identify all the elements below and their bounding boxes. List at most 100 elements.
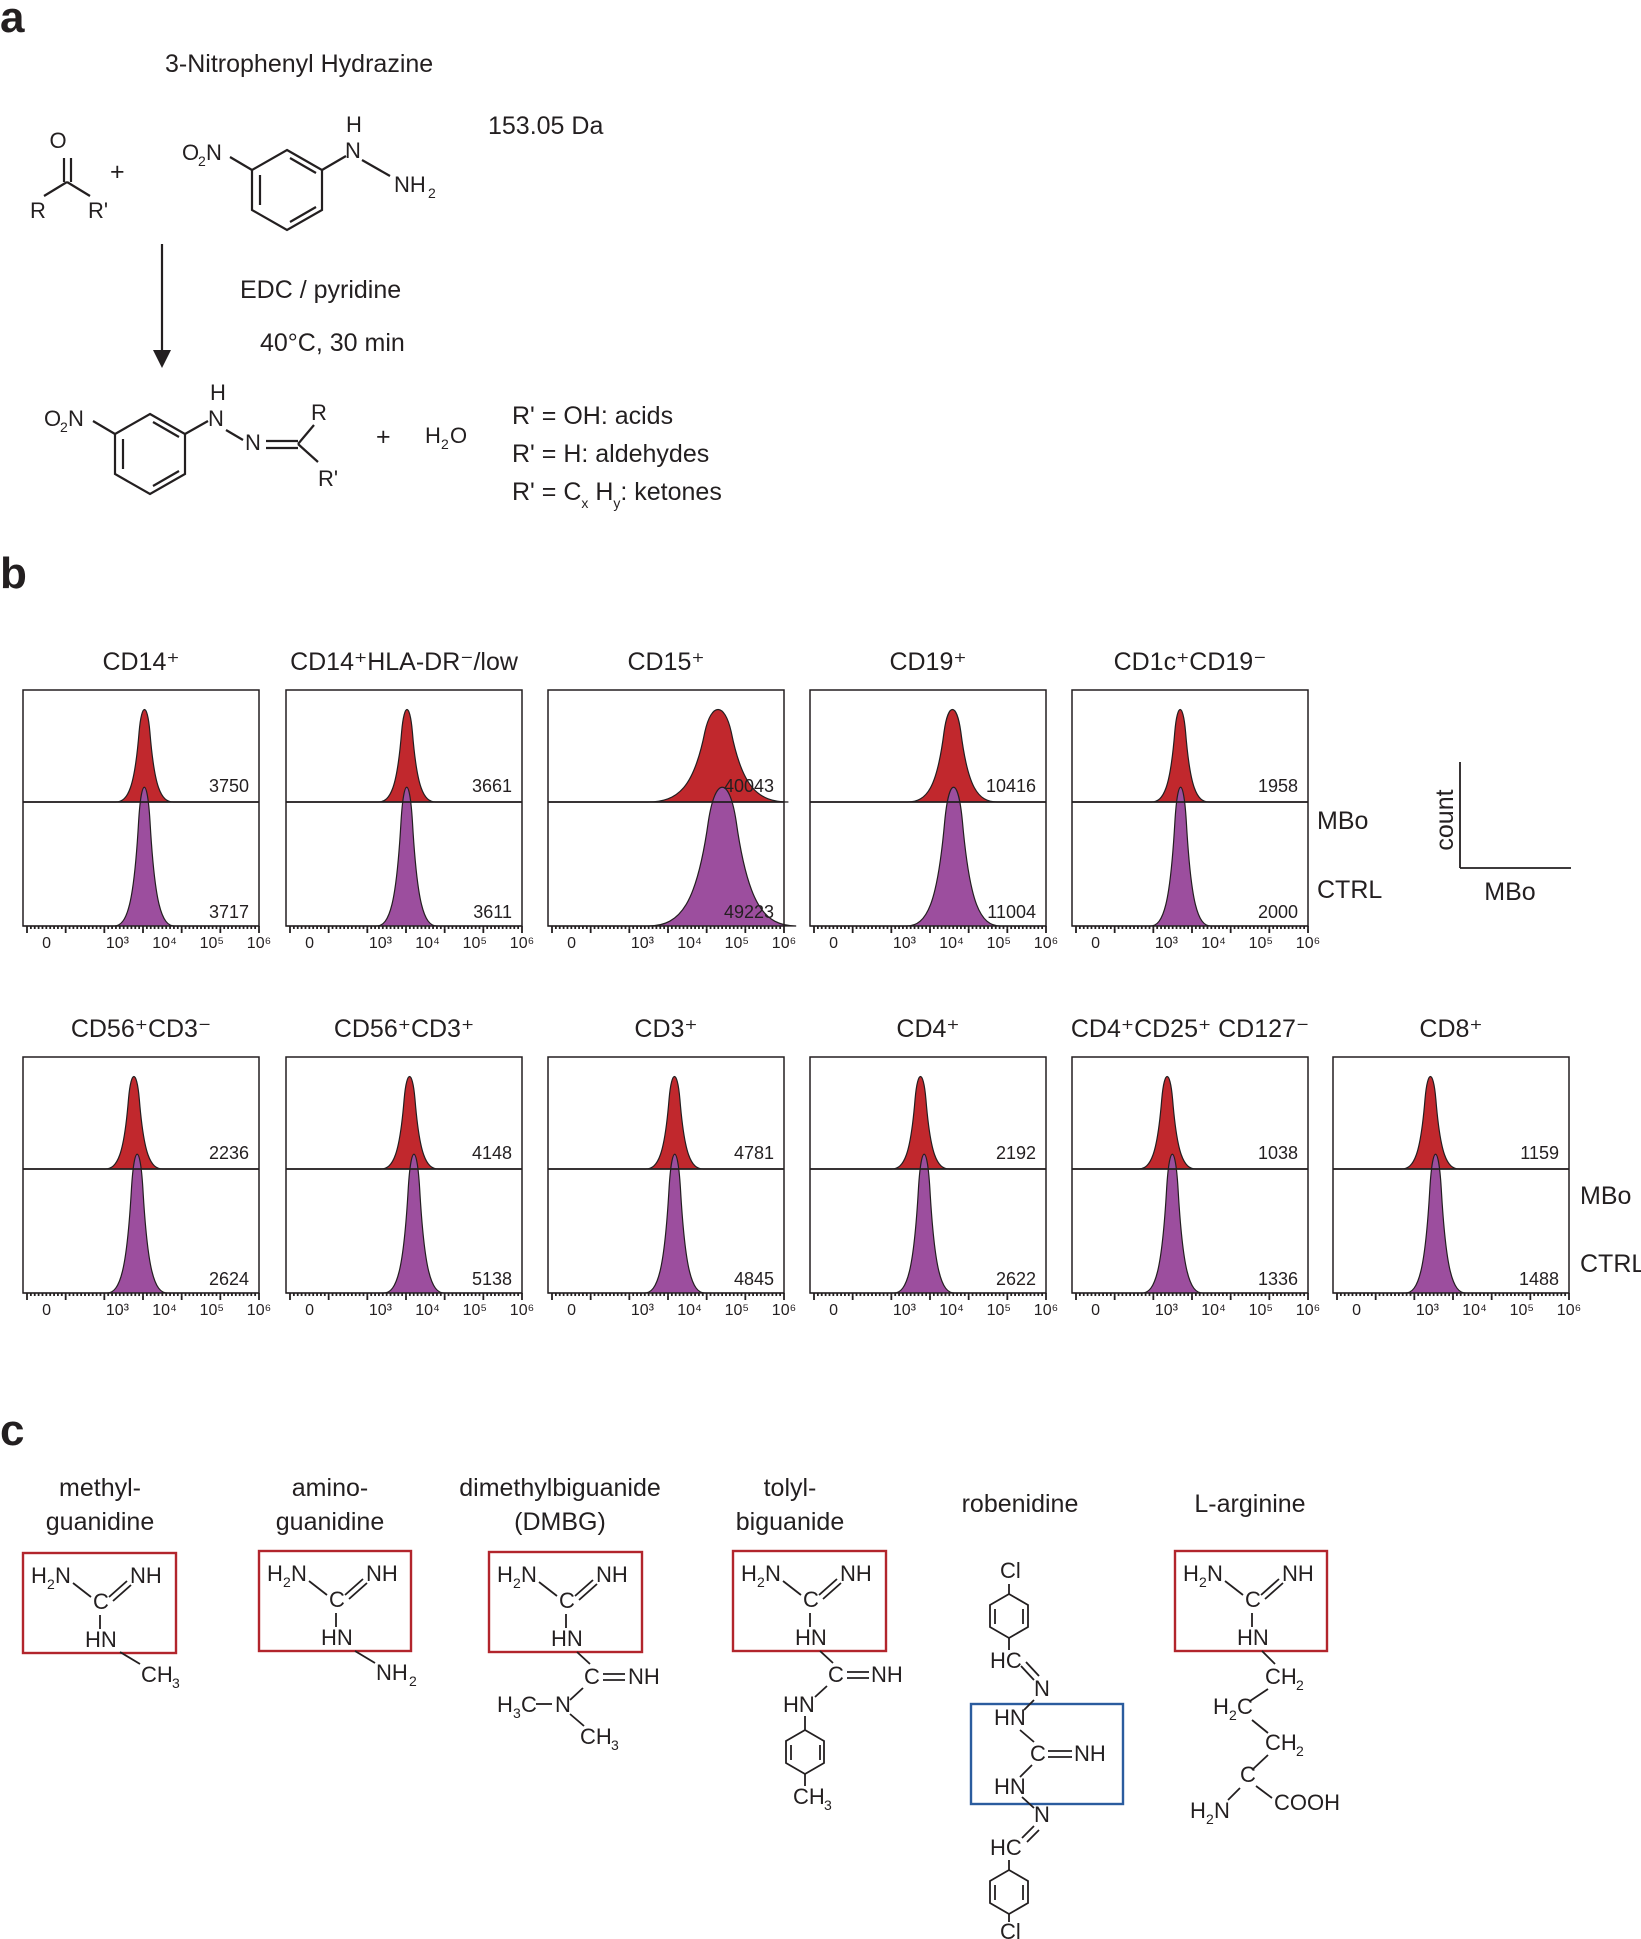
methylguanidine-tail: CH 3	[119, 1651, 180, 1691]
x-tick-label: 10³	[893, 1302, 917, 1319]
svg-text:2: 2	[60, 419, 68, 435]
x-tick-label: 10⁴	[677, 1302, 702, 1319]
guanidine-box-robenidine	[969, 1702, 1125, 1806]
x-tick-label: 10³	[369, 935, 393, 952]
histogram-panel: CD4⁺CD25⁺ CD127⁻ 1038 1336 0 10³ 10⁴ 10⁵ 10⁶	[1071, 1015, 1320, 1319]
ctrl-histogram	[548, 786, 797, 927]
x-tick-label: 10⁵	[725, 1302, 749, 1319]
x-tick-label: 10⁶	[247, 935, 271, 952]
guanidine-core: H 2 N NH C HN	[497, 1562, 628, 1651]
histogram-title: CD14⁺HLA-DR⁻/low	[290, 648, 519, 676]
ctrl-histogram	[548, 1153, 784, 1294]
svg-text:3: 3	[172, 1675, 180, 1691]
x-tick-label: 10⁶	[772, 935, 796, 952]
x-tick-label: 0	[829, 1302, 838, 1319]
histogram-frame	[22, 1056, 260, 1294]
histogram-panel: CD8⁺ 1159 1488 0 10³ 10⁴ 10⁵ 10⁶	[1332, 1015, 1581, 1319]
svg-text:N: N	[68, 406, 84, 431]
svg-text:2: 2	[409, 1673, 417, 1689]
x-tick-label: 10⁶	[1557, 1302, 1581, 1319]
histogram-panel: CD3⁺ 4781 4845 0 10³ 10⁴ 10⁵ 10⁶	[547, 1015, 796, 1319]
svg-text:C: C	[1030, 1741, 1046, 1766]
histogram-frame	[1071, 1056, 1309, 1294]
histogram-panel: CD1c⁺CD19⁻ 1958 2000 0 10³ 10⁴ 10⁵ 10⁶	[1071, 648, 1320, 952]
svg-text:N: N	[1034, 1802, 1050, 1827]
svg-text:CH: CH	[580, 1724, 612, 1749]
reagent-name: 3-Nitrophenyl Hydrazine	[165, 50, 433, 78]
mbo-value-label: 4148	[472, 1143, 512, 1163]
x-tick-label: 0	[567, 1302, 576, 1319]
histogram-frame	[809, 1056, 1047, 1294]
mbo-histogram	[1072, 709, 1308, 803]
ctrl-histogram	[23, 786, 259, 927]
ctrl-value-label: 11004	[987, 902, 1036, 922]
r-group-legend: R' = OH: acids R' = H: aldehydes R' = Cx…	[512, 402, 722, 511]
compound-name-methylguanidine-2: guanidine	[46, 1508, 154, 1536]
x-tick-label: 10⁵	[1249, 1302, 1273, 1319]
x-tick-label: 10⁴	[1201, 935, 1226, 952]
mbo-value-label: 1038	[1258, 1143, 1298, 1163]
histogram-title: CD56⁺CD3⁻	[71, 1015, 211, 1043]
mbo-value-label: 3661	[472, 776, 512, 796]
water: H 2 O	[425, 423, 467, 452]
ctrl-histogram	[810, 786, 1046, 927]
x-tick-label: 0	[1352, 1302, 1361, 1319]
mbo-value-label: 10416	[986, 776, 1036, 796]
svg-text:H: H	[425, 423, 441, 448]
row-label-ctrl-top: CTRL	[1317, 876, 1382, 904]
svg-text:H: H	[741, 1561, 757, 1586]
x-tick-label: 10⁶	[510, 1302, 534, 1319]
ctrl-histogram	[286, 786, 522, 927]
x-tick-label: 10⁵	[987, 935, 1011, 952]
svg-text:2: 2	[1206, 1811, 1214, 1827]
x-tick-label: 10³	[893, 935, 917, 952]
x-tick-label: 10⁶	[772, 1302, 796, 1319]
x-tick-label: 10⁶	[1034, 935, 1058, 952]
svg-text:Cl: Cl	[1000, 1558, 1021, 1583]
compound-name-methylguanidine-1: methyl-	[59, 1474, 141, 1502]
svg-text:CH: CH	[141, 1662, 173, 1687]
histogram-panel: CD56⁺CD3⁻ 2236 2624 0 10³ 10⁴ 10⁵ 10⁶	[22, 1015, 271, 1319]
svg-text:CH: CH	[1265, 1664, 1297, 1689]
mbo-histogram	[23, 1076, 259, 1170]
ctrl-histogram	[1072, 786, 1308, 927]
x-tick-label: 10³	[106, 935, 130, 952]
guanidine-box-1	[21, 1551, 178, 1655]
histogram-panel: CD19⁺ 10416 11004 0 10³ 10⁴ 10⁵ 10⁶	[809, 648, 1058, 952]
svg-text:H: H	[497, 1692, 513, 1717]
x-tick-label: 10⁵	[200, 935, 224, 952]
histogram-title: CD1c⁺CD19⁻	[1114, 648, 1267, 676]
plus-sign-2: +	[376, 423, 391, 451]
svg-text:2: 2	[1199, 1574, 1207, 1590]
x-tick-label: 10⁵	[463, 1302, 487, 1319]
compound-name-dmbg-1: dimethylbiguanide	[459, 1474, 661, 1502]
svg-text:Cl: Cl	[1000, 1919, 1021, 1939]
panel-c: c methyl- guanidine amino- guanidine dim…	[0, 1406, 1340, 1939]
panel-c-label: c	[0, 1406, 24, 1455]
svg-text:N: N	[55, 1563, 71, 1588]
x-tick-label: 10⁵	[1249, 935, 1273, 952]
svg-text:H: H	[497, 1562, 513, 1587]
svg-text:2: 2	[47, 1576, 55, 1592]
svg-text:NH: NH	[366, 1561, 398, 1586]
svg-text:NH: NH	[596, 1562, 628, 1587]
row-label-mbo-bottom: MBo	[1580, 1182, 1631, 1210]
ctrl-value-label: 2000	[1258, 902, 1298, 922]
x-tick-label: 10⁴	[152, 1302, 177, 1319]
ctrl-value-label: 3611	[473, 902, 512, 922]
svg-text:O: O	[44, 406, 61, 431]
compound-name-tolylbiguanide-2: biguanide	[736, 1508, 844, 1536]
svg-text:CH: CH	[793, 1784, 825, 1809]
svg-text:H: H	[31, 1563, 47, 1588]
mbo-value-label: 4781	[734, 1143, 774, 1163]
x-tick-label: 10³	[369, 1302, 393, 1319]
histogram-frame	[285, 689, 523, 927]
svg-text:HN: HN	[994, 1705, 1026, 1730]
svg-text:HN: HN	[795, 1625, 827, 1650]
panel-a-label: a	[0, 0, 25, 42]
carbonyl-structure: O R R'	[30, 128, 108, 223]
svg-text:2: 2	[1229, 1707, 1237, 1723]
ctrl-histogram	[810, 1153, 1046, 1294]
key-xlabel: MBo	[1484, 878, 1535, 906]
